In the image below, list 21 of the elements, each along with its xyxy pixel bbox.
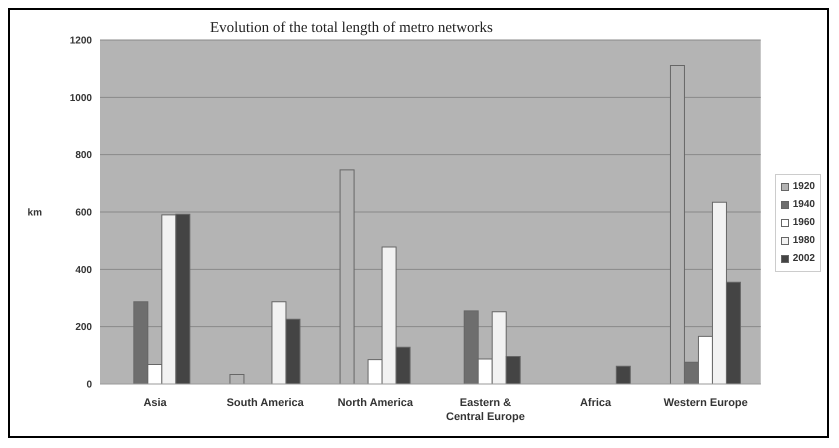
legend-label: 1920 xyxy=(792,180,815,194)
x-tick-label: Africa xyxy=(580,397,612,409)
y-axis-title: km xyxy=(28,208,42,219)
y-tick-label: 1200 xyxy=(70,36,92,47)
y-tick-label: 200 xyxy=(75,322,92,334)
legend-label: 1960 xyxy=(792,216,815,230)
legend-label: 2002 xyxy=(792,252,815,266)
x-tick-label: Eastern & Central Europe xyxy=(446,397,525,423)
chart-title: Evolution of the total length of metro networks xyxy=(210,20,493,37)
bar xyxy=(616,366,631,384)
y-tick-label: 1000 xyxy=(70,92,92,104)
x-tick-label: North America xyxy=(338,397,414,409)
x-tick-label: Western Europe xyxy=(664,397,748,409)
x-tick-label: South America xyxy=(226,397,305,409)
y-tick-label: 800 xyxy=(75,150,92,162)
x-tick-label: Asia xyxy=(143,397,168,409)
legend-label: 1940 xyxy=(792,198,815,212)
legend-label: 1980 xyxy=(792,234,815,248)
y-tick-label: 600 xyxy=(75,208,92,219)
y-tick-label: 0 xyxy=(86,380,92,391)
y-tick-label: 400 xyxy=(75,264,92,276)
